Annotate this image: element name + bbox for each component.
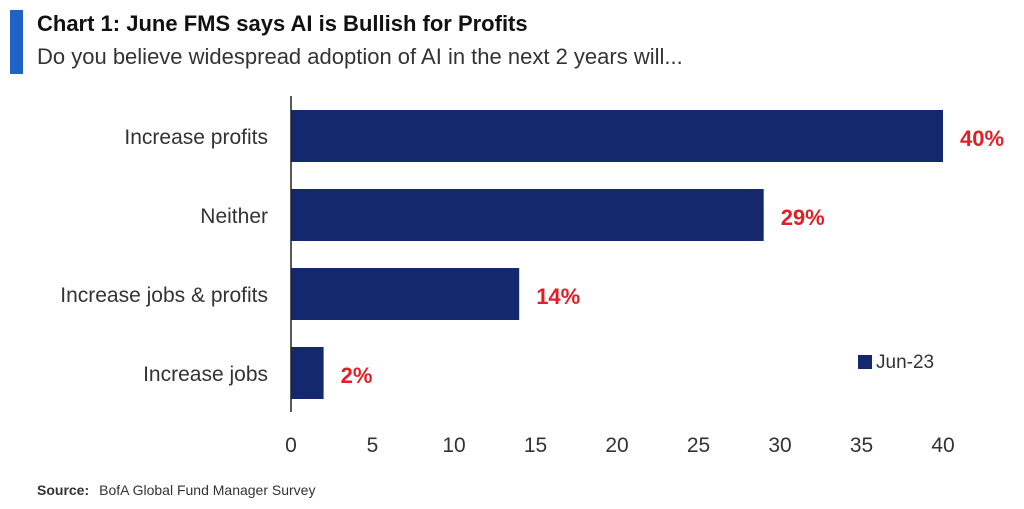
x-tick-label: 30 [768,434,791,457]
x-tick-label: 5 [367,434,379,457]
bar [291,189,764,241]
category-label: Increase jobs [143,363,268,386]
source-label: Source: [37,482,90,498]
x-tick-label: 0 [285,434,297,457]
category-label: Increase jobs & profits [60,284,268,307]
x-tick-label: 10 [442,434,465,457]
bar [291,268,520,320]
legend-label: Jun-23 [876,352,934,373]
x-tick-label: 20 [605,434,628,457]
data-label: 2% [341,363,373,388]
bar [291,110,943,162]
data-label: 40% [960,126,1004,151]
category-label: Increase profits [124,126,268,149]
chart-title: Chart 1: June FMS says AI is Bullish for… [37,11,528,36]
x-tick-label: 40 [931,434,954,457]
chart-subtitle: Do you believe widespread adoption of AI… [37,44,683,69]
x-tick-label: 15 [524,434,547,457]
bar [291,347,324,399]
x-tick-label: 25 [687,434,710,457]
source-note: Source: BofA Global Fund Manager Survey [37,482,315,498]
x-tick-label: 35 [850,434,873,457]
data-label: 29% [781,205,825,230]
data-label: 14% [536,284,580,309]
source-text: BofA Global Fund Manager Survey [99,482,316,498]
category-label: Neither [200,205,268,228]
legend-swatch [858,355,872,369]
accent-bar [10,10,23,74]
